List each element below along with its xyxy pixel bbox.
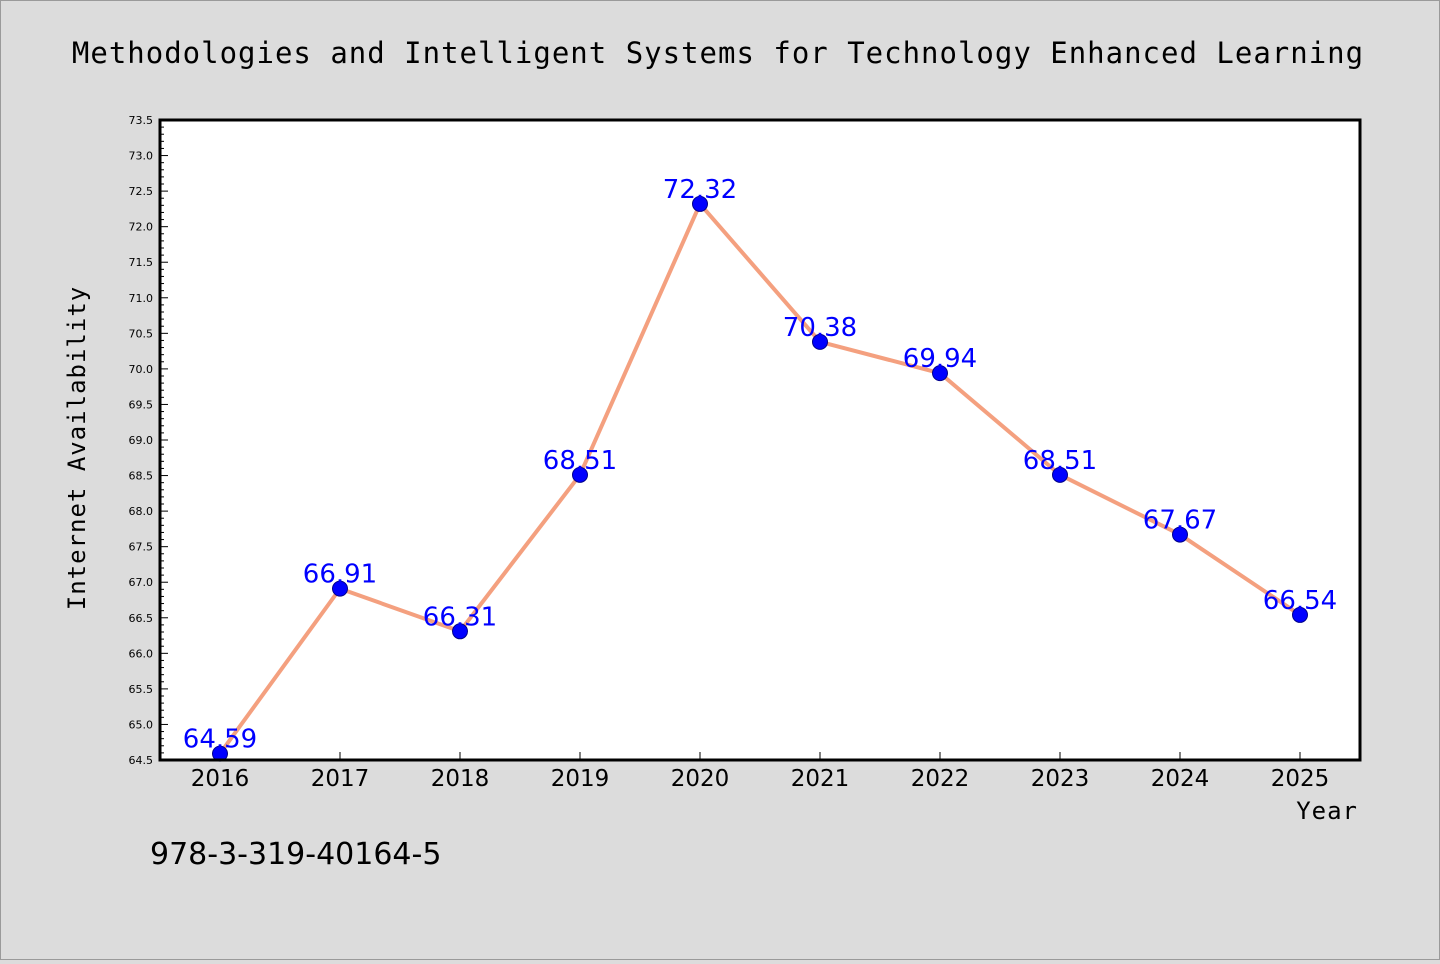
y-tick-label: 70.5 bbox=[129, 327, 154, 340]
y-tick-label: 67.5 bbox=[129, 541, 154, 554]
data-point bbox=[1052, 466, 1068, 483]
data-point bbox=[1292, 606, 1308, 623]
plot-area bbox=[160, 120, 1360, 760]
x-tick-label: 2020 bbox=[671, 766, 730, 792]
data-label: 66.31 bbox=[423, 602, 497, 632]
y-tick-label: 71.0 bbox=[129, 292, 154, 305]
data-point bbox=[332, 580, 348, 597]
x-axis-label: Year bbox=[1296, 797, 1358, 825]
y-tick-label: 65.0 bbox=[129, 718, 154, 731]
x-tick-label: 2017 bbox=[311, 766, 370, 792]
x-tick-label: 2022 bbox=[911, 766, 970, 792]
y-tick-label: 71.5 bbox=[129, 256, 154, 269]
series-line bbox=[218, 201, 1302, 756]
data-label: 69.94 bbox=[903, 344, 977, 374]
plot-frame bbox=[158, 118, 1362, 762]
y-tick-label: 73.0 bbox=[129, 150, 154, 163]
chart-title: Methodologies and Intelligent Systems fo… bbox=[72, 36, 1364, 70]
data-points bbox=[212, 195, 1308, 762]
data-label: 72.32 bbox=[663, 175, 737, 205]
y-tick-label: 66.5 bbox=[129, 612, 154, 625]
x-tick-label: 2018 bbox=[431, 766, 490, 792]
y-axis-ticks: 64.5 65.0 65.5 66.0 66.5 67.0 67.5 68.0 68.5 69.0… bbox=[129, 114, 168, 767]
data-point bbox=[572, 466, 588, 483]
data-point bbox=[812, 333, 828, 350]
x-tick-label: 2021 bbox=[791, 766, 850, 792]
x-tick-label: 2019 bbox=[551, 766, 610, 792]
x-tick-label: 2016 bbox=[191, 766, 250, 792]
y-tick-label: 72.5 bbox=[129, 185, 154, 198]
data-point bbox=[1172, 526, 1188, 543]
y-tick-label: 64.5 bbox=[129, 754, 154, 767]
y-tick-label: 66.0 bbox=[129, 647, 154, 660]
y-tick-label: 65.5 bbox=[129, 683, 154, 696]
data-label: 70.38 bbox=[783, 313, 857, 343]
y-tick-label: 67.0 bbox=[129, 576, 154, 589]
y-tick-label: 73.5 bbox=[129, 114, 154, 127]
y-tick-label: 69.0 bbox=[129, 434, 154, 447]
data-label: 67.67 bbox=[1143, 506, 1217, 536]
data-label: 68.51 bbox=[1023, 446, 1097, 476]
data-point bbox=[692, 195, 708, 212]
y-tick-label: 70.0 bbox=[129, 363, 154, 376]
x-tick-label: 2023 bbox=[1031, 766, 1090, 792]
x-axis-ticks: 2016 2017 2018 2019 2020 2021 2022 2023 2024 2025 bbox=[191, 752, 1330, 792]
data-label: 66.91 bbox=[303, 560, 377, 590]
footnote-isbn: 978-3-319-40164-5 bbox=[150, 837, 441, 872]
y-tick-label: 68.5 bbox=[129, 470, 154, 483]
data-labels: 64.59 66.91 66.31 68.51 72.32 70.38 69.94 68.51… bbox=[183, 175, 1337, 755]
data-point bbox=[452, 623, 468, 640]
y-tick-label: 72.0 bbox=[129, 221, 154, 234]
series-line-group bbox=[218, 201, 1302, 756]
data-label: 68.51 bbox=[543, 446, 617, 476]
data-point bbox=[932, 365, 948, 382]
y-tick-label: 68.0 bbox=[129, 505, 154, 518]
x-tick-label: 2024 bbox=[1151, 766, 1210, 792]
x-tick-label: 2025 bbox=[1271, 766, 1330, 792]
y-tick-label: 69.5 bbox=[129, 398, 154, 411]
data-label: 64.59 bbox=[183, 725, 257, 755]
data-label: 66.54 bbox=[1263, 586, 1337, 616]
y-axis-label: Internet Availability bbox=[63, 286, 91, 610]
